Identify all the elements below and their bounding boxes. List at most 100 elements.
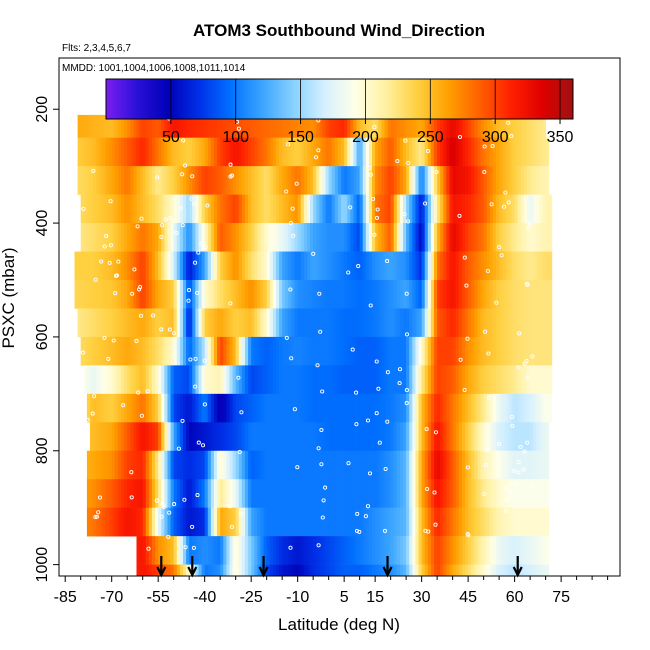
heatmap-cell (111, 194, 116, 224)
heatmap-cell (86, 507, 91, 537)
heatmap-cell (341, 479, 345, 508)
heatmap-cell (297, 536, 302, 565)
heatmap-cell (508, 194, 512, 224)
heatmap-cell (217, 422, 221, 452)
heatmap-cell (406, 479, 410, 508)
observation-marker (138, 313, 144, 318)
heatmap-cell (440, 166, 444, 195)
heatmap-cell (483, 422, 488, 452)
heatmap-cell (325, 479, 330, 508)
heatmap-cell (288, 223, 292, 252)
heatmap-cell (263, 450, 268, 480)
heatmap-cell (375, 280, 379, 309)
heatmap-cell (105, 280, 109, 309)
heatmap-cell (223, 194, 227, 224)
heatmap-cell (127, 308, 131, 338)
heatmap-cell (139, 536, 144, 565)
heatmap-cell (328, 564, 333, 576)
heatmap-cell (415, 251, 419, 281)
heatmap-cell (151, 308, 156, 338)
heatmap-cell (424, 450, 429, 480)
heatmap-cell (294, 507, 299, 537)
heatmap-cell (244, 393, 249, 423)
heatmap-cell (421, 507, 426, 537)
heatmap-cell (328, 114, 333, 138)
heatmap-cell (390, 564, 395, 576)
heatmap-cell (77, 166, 82, 195)
heatmap-cell (235, 365, 240, 395)
observation-marker (315, 363, 320, 368)
observation-marker (146, 546, 151, 551)
observation-marker (294, 181, 299, 186)
observation-marker (377, 440, 382, 445)
heatmap-cell (167, 479, 171, 508)
heatmap-cell (403, 114, 407, 138)
heatmap-cell (548, 308, 553, 338)
heatmap-cell (220, 194, 224, 224)
observation-marker (80, 350, 86, 355)
heatmap-cell (173, 308, 178, 338)
heatmap-cell (139, 564, 144, 576)
heatmap-cell (356, 479, 361, 508)
heatmap-cell (179, 536, 184, 565)
dates-label: MMDD: 1001,1004,1006,1008,1011,1014 (62, 63, 246, 74)
heatmap-cell (96, 137, 100, 167)
heatmap-cell (440, 251, 444, 281)
heatmap-band (80, 194, 553, 224)
heatmap-cell (514, 223, 519, 252)
heatmap-cell (272, 479, 277, 508)
heatmap-cell (492, 166, 497, 195)
observation-marker (406, 160, 411, 166)
heatmap-cell (387, 422, 392, 452)
heatmap-cell (344, 166, 348, 195)
heatmap-cell (201, 393, 206, 423)
observation-marker (385, 370, 390, 375)
heatmap-cell (294, 536, 299, 565)
heatmap-cell (520, 223, 525, 252)
heatmap-cell (210, 223, 215, 252)
heatmap-cell (99, 450, 103, 480)
observation-marker (134, 339, 139, 344)
observation-marker (433, 430, 439, 435)
heatmap-cell (251, 137, 255, 167)
heatmap-cell (375, 166, 379, 195)
heatmap-cell (155, 166, 159, 195)
heatmap-cell (468, 507, 472, 537)
heatmap-cell (176, 336, 181, 366)
observation-marker (465, 531, 470, 537)
colorbar-tick-label: 150 (287, 129, 314, 146)
observation-marker (526, 225, 531, 230)
heatmap-cell (145, 336, 150, 366)
heatmap-cell (393, 194, 398, 224)
heatmap-cell (167, 536, 171, 565)
heatmap-cell (173, 336, 178, 366)
heatmap-cell (223, 308, 227, 338)
heatmap-cell (461, 194, 466, 224)
heatmap-cell (282, 479, 286, 508)
heatmap-cell (83, 114, 88, 138)
heatmap-cell (229, 564, 233, 576)
heatmap-cell (396, 114, 401, 138)
heatmap-cell (182, 422, 187, 452)
heatmap-cell (523, 479, 528, 508)
heatmap-cell (105, 365, 109, 395)
heatmap-cell (148, 194, 153, 224)
heatmap-cell (167, 393, 171, 423)
heatmap-cell (393, 564, 398, 576)
heatmap-cell (300, 479, 305, 508)
heatmap-cell (226, 422, 230, 452)
observation-marker (363, 514, 368, 519)
heatmap-cell (297, 194, 302, 224)
heatmap-cell (399, 564, 404, 576)
heatmap-cell (303, 251, 308, 281)
sonde-arrow (258, 556, 269, 578)
heatmap-cell (120, 166, 125, 195)
heatmap-cell (437, 137, 441, 167)
heatmap-cell (542, 194, 547, 224)
heatmap-cell (496, 223, 500, 252)
heatmap-cell (393, 137, 398, 167)
heatmap-cell (496, 251, 500, 281)
heatmap-cell (170, 308, 175, 338)
heatmap-cell (170, 194, 175, 224)
heatmap-cell (102, 137, 106, 167)
